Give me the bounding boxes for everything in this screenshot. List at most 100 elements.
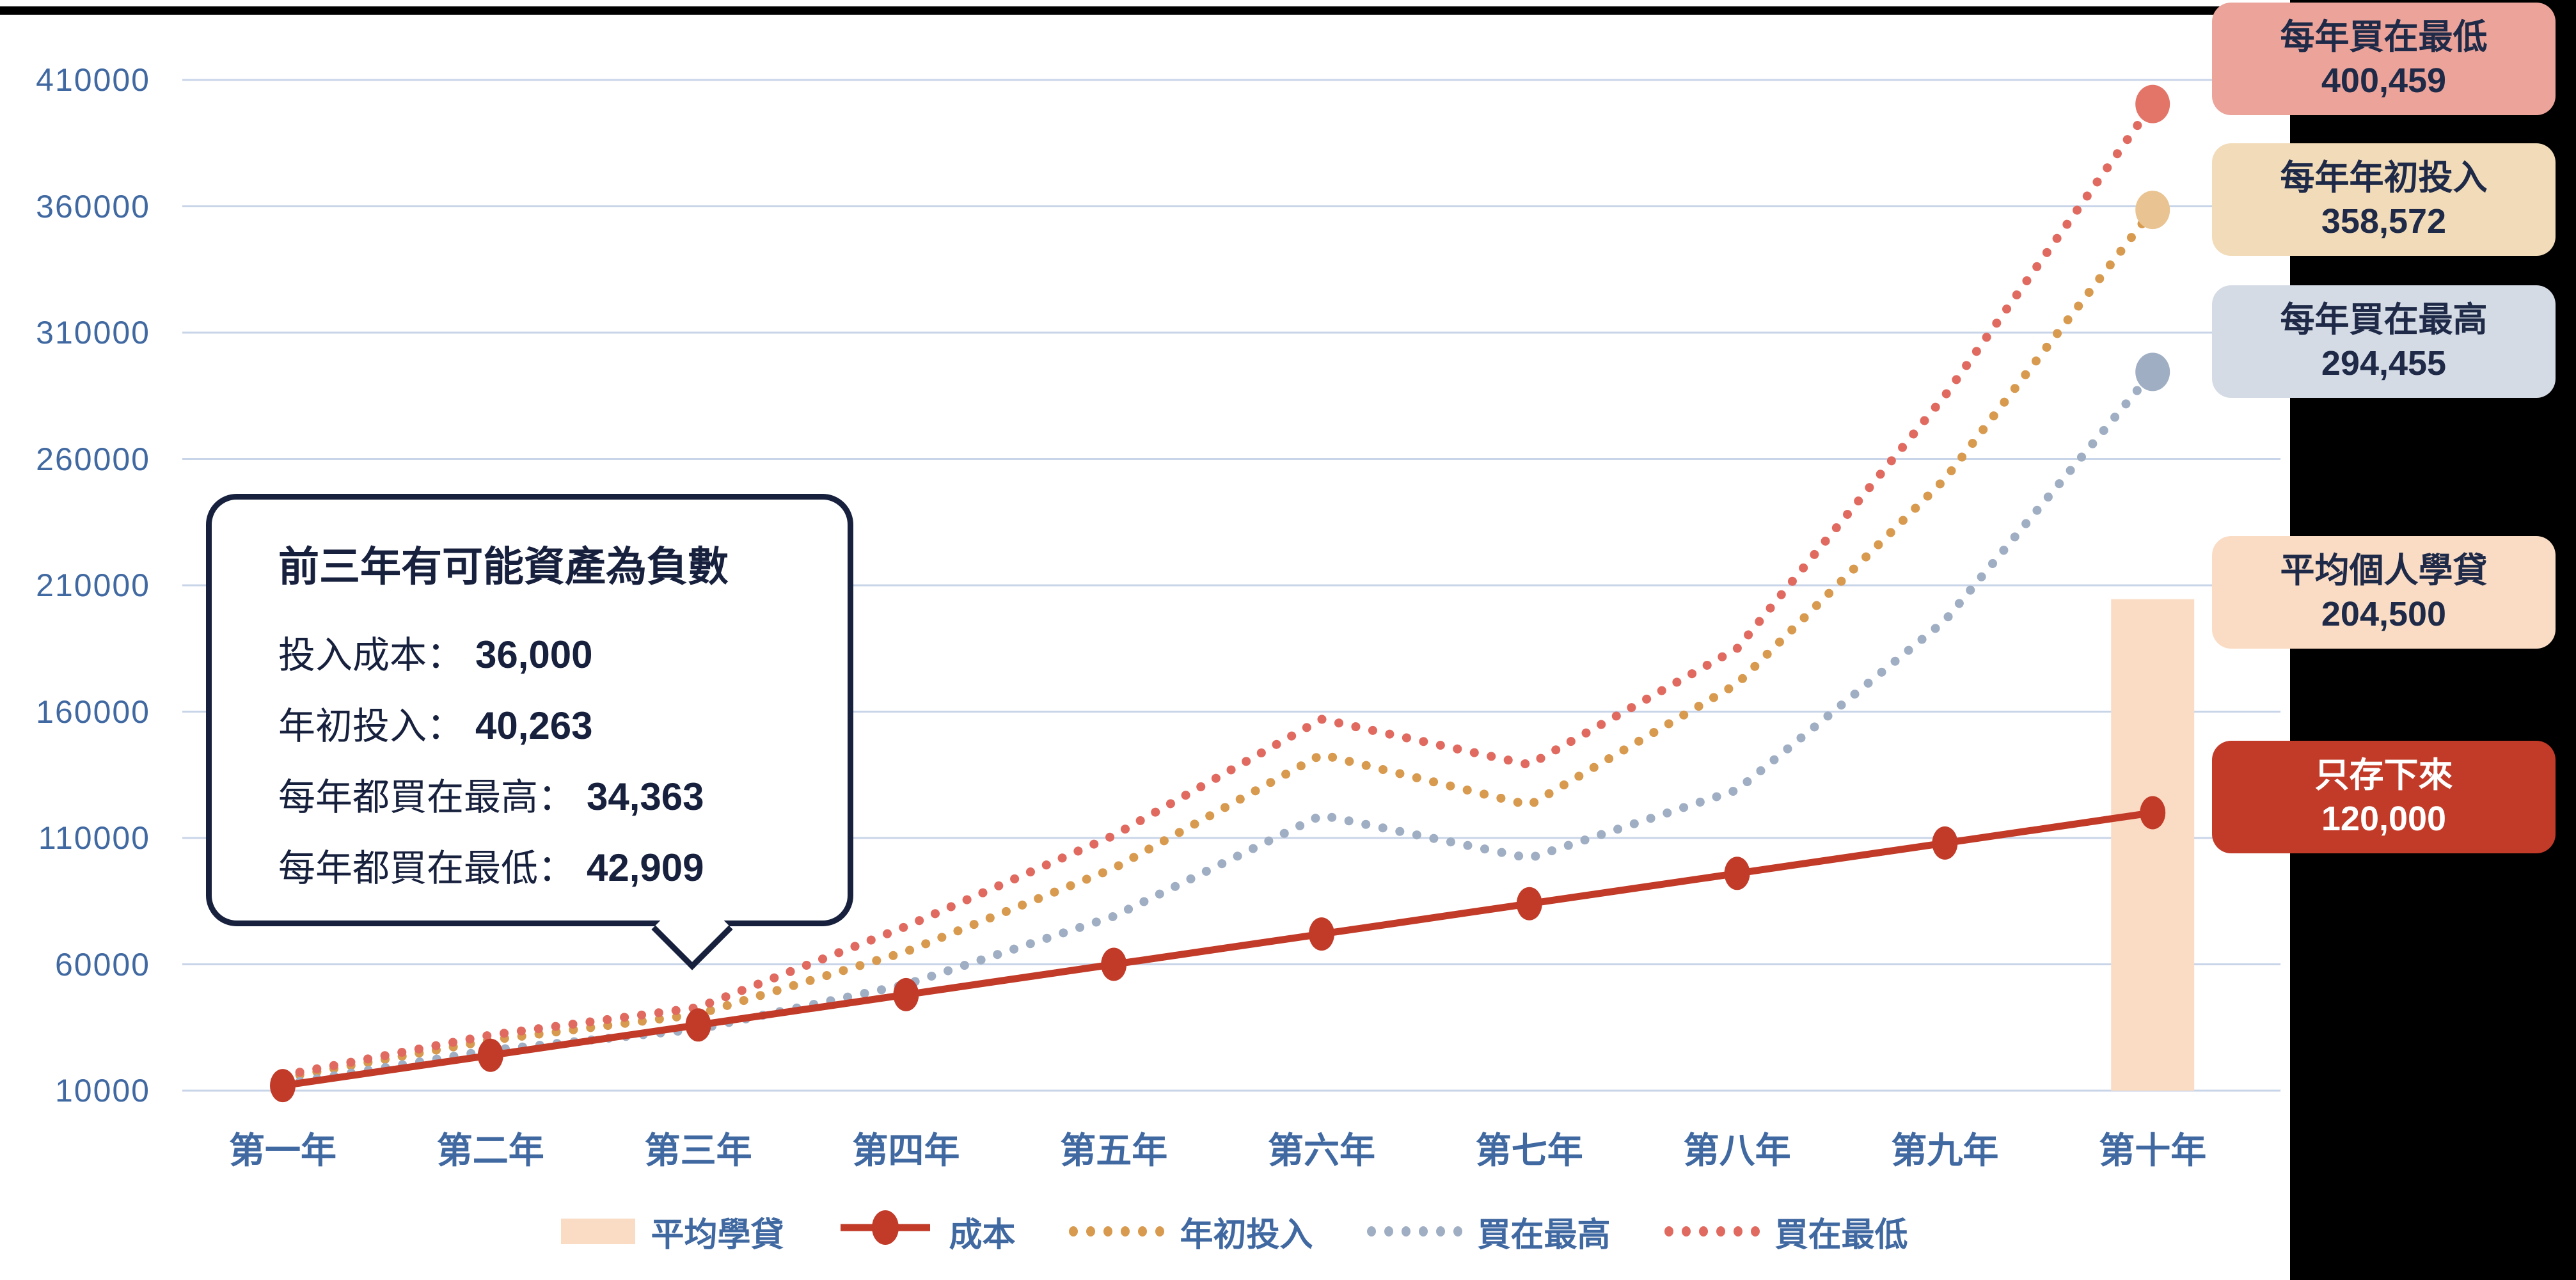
result-label-value: 400,459 xyxy=(2321,61,2447,100)
result-label-title: 平均個人學貸 xyxy=(2280,551,2488,590)
callout-line-label: 年初投入： xyxy=(278,706,464,747)
legend-swatch-dotted xyxy=(1366,1226,1462,1237)
x-axis-label-5: 第五年 xyxy=(1060,1130,1168,1171)
legend-dot xyxy=(1681,1226,1691,1237)
endpoint-year-start xyxy=(2135,191,2170,230)
y-axis-tick-10000: 10000 xyxy=(54,1073,150,1109)
y-axis-tick-360000: 360000 xyxy=(36,188,150,225)
legend-item-cost: 成本 xyxy=(837,1207,1015,1256)
series-line-year-start xyxy=(278,205,2158,1083)
result-label-value: 294,455 xyxy=(2321,344,2447,383)
callout-lines: 投入成本： 36,000 年初投入： 40,263 每年都買在最高： 34,363 每年都買… xyxy=(278,620,848,904)
callout-line-value: 36,000 xyxy=(475,633,593,676)
callout-line-value: 42,909 xyxy=(587,846,704,889)
chart-legend: 平均學貸 成本 年初投入 買在最高 買在最低 xyxy=(192,1205,2277,1258)
legend-dot xyxy=(1453,1226,1462,1237)
callout-bubble: 前三年有可能資產為負數 投入成本： 36,000 年初投入： 40,263 每年都買在最… xyxy=(206,494,853,926)
data-point-cost-第五年 xyxy=(1101,947,1127,981)
legend-dot xyxy=(1716,1226,1725,1237)
result-label-title: 每年年初投入 xyxy=(2280,159,2488,197)
legend-dot xyxy=(1121,1226,1130,1237)
callout-title: 前三年有可能資產為負數 xyxy=(278,544,729,590)
data-point-cost-第六年 xyxy=(1309,917,1334,951)
legend-dot xyxy=(1750,1226,1760,1237)
legend-item-year-start: 年初投入 xyxy=(1069,1208,1313,1256)
legend-dot xyxy=(1155,1226,1165,1237)
legend-label-cost: 成本 xyxy=(949,1216,1016,1254)
legend-label-year-start: 年初投入 xyxy=(1180,1216,1313,1254)
result-label-title: 每年買在最低 xyxy=(2280,18,2488,56)
legend-label-loan-bar: 平均學貸 xyxy=(651,1216,784,1254)
data-point-cost-第七年 xyxy=(1516,887,1542,920)
x-axis-label-6: 第六年 xyxy=(1268,1130,1375,1171)
y-axis-tick-210000: 210000 xyxy=(36,567,150,603)
result-label-value: 204,500 xyxy=(2321,595,2447,633)
result-label-only-saved: 只存下來 120,000 xyxy=(2212,741,2556,853)
data-point-cost-第一年 xyxy=(270,1069,296,1103)
legend-dot xyxy=(1069,1226,1079,1237)
y-axis-tick-410000: 410000 xyxy=(36,62,150,98)
result-label-buy-low-result: 每年買在最低 400,459 xyxy=(2212,3,2556,115)
x-axis-label-9: 第九年 xyxy=(1891,1130,1999,1171)
data-point-cost-第三年 xyxy=(685,1008,711,1042)
legend-dot xyxy=(1103,1226,1113,1237)
legend-dot xyxy=(1418,1226,1428,1237)
endpoint-buy-high xyxy=(2135,352,2170,391)
series-cost xyxy=(270,796,2166,1103)
legend-dot xyxy=(1698,1226,1708,1237)
bar-loan-bar-第十年 xyxy=(2111,599,2195,1091)
legend-item-buy-low: 買在最低 xyxy=(1664,1208,1908,1256)
endpoint-buy-low xyxy=(2135,84,2170,123)
y-axis-tick-160000: 160000 xyxy=(36,693,150,730)
x-axis-label-2: 第二年 xyxy=(436,1130,544,1171)
series-buy-low xyxy=(278,84,2170,1080)
result-label-title: 只存下來 xyxy=(2314,756,2453,794)
result-label-average-loan: 平均個人學貸 204,500 xyxy=(2212,536,2556,649)
data-point-cost-第九年 xyxy=(1932,826,1958,860)
top-border-bar xyxy=(0,6,2576,15)
legend-dot xyxy=(1384,1226,1393,1237)
callout-line-3: 每年都買在最高： 34,363 xyxy=(278,762,848,833)
x-axis-label-8: 第八年 xyxy=(1683,1130,1791,1171)
legend-dot xyxy=(1086,1226,1096,1237)
y-axis-tick-110000: 110000 xyxy=(38,820,150,856)
x-axis-label-4: 第四年 xyxy=(852,1130,960,1171)
legend-item-buy-high: 買在最高 xyxy=(1366,1208,1611,1256)
x-axis-label-3: 第三年 xyxy=(644,1130,752,1171)
legend-swatch-dotted xyxy=(1069,1226,1165,1237)
legend-dot xyxy=(1366,1226,1376,1237)
legend-dot xyxy=(1664,1226,1673,1237)
x-axis-label-10: 第十年 xyxy=(2099,1130,2207,1171)
series-line-buy-low xyxy=(278,99,2158,1080)
data-point-cost-第十年 xyxy=(2140,796,2166,830)
x-axis-label-1: 第一年 xyxy=(229,1130,336,1171)
legend-dot xyxy=(1733,1226,1742,1237)
series-loan-bar xyxy=(2111,599,2195,1091)
y-axis-tick-310000: 310000 xyxy=(36,315,150,351)
legend-swatch-line xyxy=(837,1207,933,1256)
callout-line-4: 每年都買在最低： 42,909 xyxy=(278,833,848,904)
callout-line-2: 年初投入： 40,263 xyxy=(278,691,848,762)
legend-swatch-bar xyxy=(561,1219,636,1244)
legend-dot xyxy=(1138,1226,1148,1237)
legend-swatch-dotted xyxy=(1664,1226,1760,1237)
data-point-cost-第八年 xyxy=(1724,857,1750,890)
legend-label-buy-high: 買在最高 xyxy=(1477,1216,1611,1254)
y-axis-tick-260000: 260000 xyxy=(36,441,150,477)
result-label-year-start-result: 每年年初投入 358,572 xyxy=(2212,143,2556,256)
legend-dot xyxy=(1401,1226,1410,1237)
result-label-buy-high-result: 每年買在最高 294,455 xyxy=(2212,285,2556,398)
legend-dot xyxy=(1435,1226,1445,1237)
legend-label-buy-low: 買在最低 xyxy=(1774,1216,1908,1254)
callout-line-label: 每年都買在最低： xyxy=(278,848,576,889)
result-label-title: 每年買在最高 xyxy=(2280,301,2488,339)
callout-line-1: 投入成本： 36,000 xyxy=(278,620,848,691)
callout-line-label: 每年都買在最高： xyxy=(278,777,576,818)
series-year-start xyxy=(278,191,2170,1083)
result-label-value: 120,000 xyxy=(2321,800,2447,838)
data-point-cost-第四年 xyxy=(893,977,919,1011)
result-label-value: 358,572 xyxy=(2321,202,2447,241)
data-point-cost-第二年 xyxy=(477,1038,503,1072)
